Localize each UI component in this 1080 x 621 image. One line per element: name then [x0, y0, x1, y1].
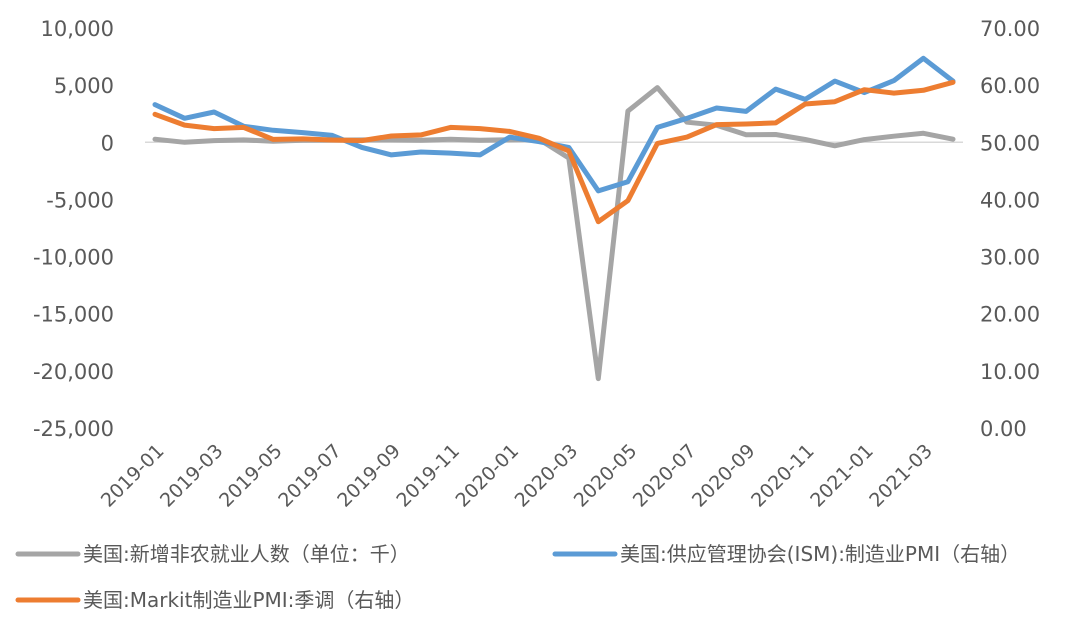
right-tick-label: 60.00 — [980, 74, 1040, 98]
x-tick-label: 2019-05 — [215, 440, 287, 512]
legend-entry: 美国:新增非农就业人数（单位：千） — [83, 542, 410, 566]
x-tick-label: 2020-05 — [570, 440, 642, 512]
x-tick-label: 2019-01 — [97, 440, 169, 512]
right-tick-label: 20.00 — [980, 303, 1040, 327]
x-tick-label: 2019-09 — [333, 440, 405, 512]
left-tick-label: -10,000 — [33, 246, 114, 270]
right-tick-label: 50.00 — [980, 131, 1040, 155]
legend-entry: 美国:Markit制造业PMI:季调（右轴） — [83, 588, 414, 612]
legend: 美国:新增非农就业人数（单位：千） 美国:供应管理协会(ISM):制造业PMI（右… — [15, 542, 1020, 612]
legend-entry: 美国:供应管理协会(ISM):制造业PMI（右轴） — [620, 542, 1020, 566]
right-axis-ticks: 70.00 60.00 50.00 40.00 30.00 20.00 10.00 0.00 — [980, 17, 1040, 441]
x-tick-label: 2020-11 — [747, 440, 819, 512]
left-tick-label: 10,000 — [41, 17, 114, 41]
x-tick-label: 2019-03 — [156, 440, 228, 512]
series-line — [152, 55, 956, 194]
x-tick-label: 2020-03 — [511, 440, 583, 512]
right-tick-label: 30.00 — [980, 246, 1040, 270]
left-tick-label: -20,000 — [33, 360, 114, 384]
x-tick-label: 2019-07 — [274, 440, 346, 512]
x-tick-label: 2019-11 — [392, 440, 464, 512]
x-axis-ticks: 2019-012019-032019-052019-072019-092019-… — [97, 440, 937, 512]
x-tick-label: 2021-01 — [806, 440, 878, 512]
x-tick-label: 2020-01 — [452, 440, 524, 512]
series-line — [152, 79, 956, 225]
series-lines — [152, 55, 956, 382]
right-tick-label: 40.00 — [980, 188, 1040, 212]
left-axis-ticks: 10,000 5,000 0 -5,000 -10,000 -15,000 -20,000 -… — [33, 17, 114, 441]
x-tick-label: 2021-03 — [865, 440, 937, 512]
left-tick-label: 0 — [101, 131, 114, 155]
x-tick-label: 2020-09 — [688, 440, 760, 512]
left-tick-label: -5,000 — [46, 188, 114, 212]
right-tick-label: 0.00 — [980, 417, 1027, 441]
left-tick-label: -25,000 — [33, 417, 114, 441]
right-tick-label: 70.00 — [980, 17, 1040, 41]
left-tick-label: -15,000 — [33, 303, 114, 327]
x-tick-label: 2020-07 — [629, 440, 701, 512]
right-tick-label: 10.00 — [980, 360, 1040, 384]
left-tick-label: 5,000 — [54, 74, 114, 98]
